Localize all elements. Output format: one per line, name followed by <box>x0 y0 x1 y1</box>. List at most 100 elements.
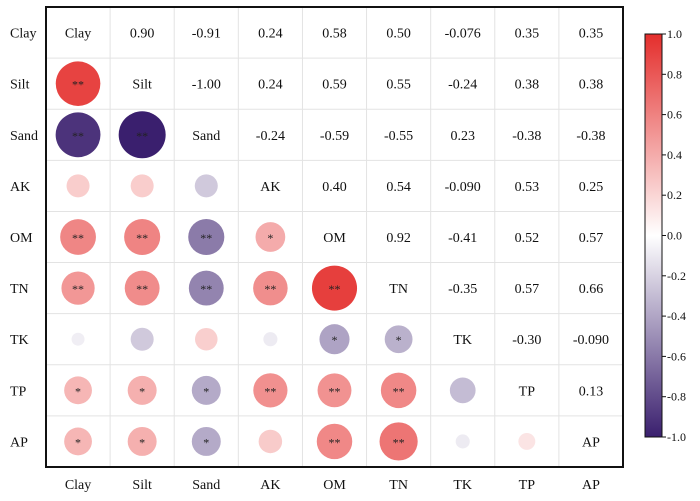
colorbar-tick-label: -0.4 <box>667 309 686 323</box>
y-tick-label: Sand <box>10 129 38 144</box>
correlation-value: 0.90 <box>130 27 155 42</box>
x-tick-label: TK <box>453 478 472 493</box>
correlation-value: 0.52 <box>515 231 540 246</box>
correlation-circle <box>55 112 101 158</box>
correlation-circle <box>518 432 536 450</box>
significance-mark: * <box>203 435 209 449</box>
significance-mark: ** <box>136 231 148 245</box>
significance-mark: * <box>139 384 145 398</box>
correlation-value: 0.54 <box>386 180 411 195</box>
correlation-value: -0.38 <box>576 129 605 144</box>
correlation-value: 0.66 <box>579 282 604 297</box>
correlation-circle <box>64 376 92 405</box>
significance-mark: * <box>267 231 273 245</box>
y-tick-label: OM <box>10 231 33 246</box>
correlation-value: 0.55 <box>386 78 411 93</box>
colorbar-tick-label: 0.4 <box>667 148 682 162</box>
correlation-circle <box>124 218 161 256</box>
y-tick-label: AP <box>10 435 28 450</box>
significance-mark: ** <box>264 384 276 398</box>
correlation-circle <box>195 327 218 351</box>
diagonal-label: Silt <box>132 78 152 93</box>
colorbar-tick-label: 1.0 <box>667 27 682 41</box>
colorbar-tick-label: 0.2 <box>667 188 682 202</box>
correlation-value: 0.58 <box>322 27 347 42</box>
x-tick-label: TN <box>389 478 408 493</box>
correlation-circle <box>253 270 288 306</box>
correlation-circle <box>66 174 90 198</box>
correlation-value: -0.55 <box>384 129 413 144</box>
correlation-value: -0.30 <box>512 333 541 348</box>
correlation-circle <box>191 426 221 456</box>
significance-mark: ** <box>200 282 212 296</box>
significance-mark: ** <box>72 78 84 92</box>
significance-mark: ** <box>264 282 276 296</box>
correlation-value: -0.38 <box>512 129 541 144</box>
correlation-circle <box>316 423 353 460</box>
correlation-value: -0.59 <box>320 129 349 144</box>
correlation-value: -0.35 <box>448 282 477 297</box>
x-tick-label: OM <box>323 478 346 493</box>
correlation-circle <box>455 434 470 449</box>
diagonal-label: TN <box>389 282 408 297</box>
correlation-value: 0.35 <box>579 27 604 42</box>
correlation-value: -1.00 <box>192 78 221 93</box>
correlation-circle <box>194 174 218 198</box>
y-tick-label: TN <box>10 282 29 297</box>
correlation-circle <box>130 327 154 351</box>
y-tick-label: AK <box>10 180 30 195</box>
y-tick-label: Clay <box>10 27 36 42</box>
significance-mark: * <box>75 435 81 449</box>
x-tick-label: Clay <box>65 478 91 493</box>
colorbar-tick-label: 0.6 <box>667 108 682 122</box>
correlation-circle <box>380 372 417 409</box>
diagonal-label: Sand <box>192 129 220 144</box>
x-tick-label: Sand <box>192 478 220 493</box>
correlation-circle <box>255 222 286 252</box>
correlation-circle <box>311 265 358 311</box>
correlation-value: -0.090 <box>445 180 481 195</box>
correlation-circle <box>263 332 278 347</box>
colorbar <box>644 33 663 438</box>
colorbar-tick-label: -1.0 <box>667 430 686 444</box>
correlation-value: 0.53 <box>515 180 540 195</box>
significance-mark: ** <box>329 282 341 296</box>
diagonal-label: AK <box>260 180 280 195</box>
diagonal-label: TP <box>519 384 536 399</box>
correlation-value: -0.076 <box>445 27 481 42</box>
significance-mark: * <box>396 333 402 347</box>
correlation-value: 0.38 <box>515 78 540 93</box>
correlation-value: 0.57 <box>515 282 540 297</box>
correlation-value: 0.24 <box>258 78 283 93</box>
colorbar-tick-label: 0.0 <box>667 229 682 243</box>
correlation-circle <box>130 174 154 198</box>
correlation-value: -0.24 <box>256 129 285 144</box>
correlation-circle <box>61 271 95 305</box>
correlation-value: 0.50 <box>386 27 411 42</box>
correlation-circle <box>188 218 225 256</box>
correlation-value: 0.23 <box>450 129 475 144</box>
correlation-circle <box>118 111 166 159</box>
correlation-value: -0.91 <box>192 27 221 42</box>
correlation-value: -0.24 <box>448 78 477 93</box>
correlation-value: 0.38 <box>579 78 604 93</box>
correlation-circle <box>60 219 96 255</box>
significance-mark: ** <box>393 435 405 449</box>
x-tick-label: AP <box>582 478 600 493</box>
diagonal-label: TK <box>453 333 472 348</box>
diagonal-label: OM <box>323 231 346 246</box>
significance-mark: ** <box>136 129 148 143</box>
significance-mark: * <box>332 333 338 347</box>
correlation-value: 0.24 <box>258 27 283 42</box>
significance-mark: * <box>203 384 209 398</box>
correlation-circle <box>258 429 283 454</box>
colorbar-tick-label: -0.2 <box>667 269 686 283</box>
x-tick-label: TP <box>519 478 536 493</box>
correlation-value: 0.35 <box>515 27 540 42</box>
correlation-circle <box>191 375 221 405</box>
significance-mark: ** <box>329 435 341 449</box>
correlation-circle <box>188 270 224 306</box>
correlation-circle <box>71 332 85 346</box>
y-tick-label: TP <box>10 384 27 399</box>
